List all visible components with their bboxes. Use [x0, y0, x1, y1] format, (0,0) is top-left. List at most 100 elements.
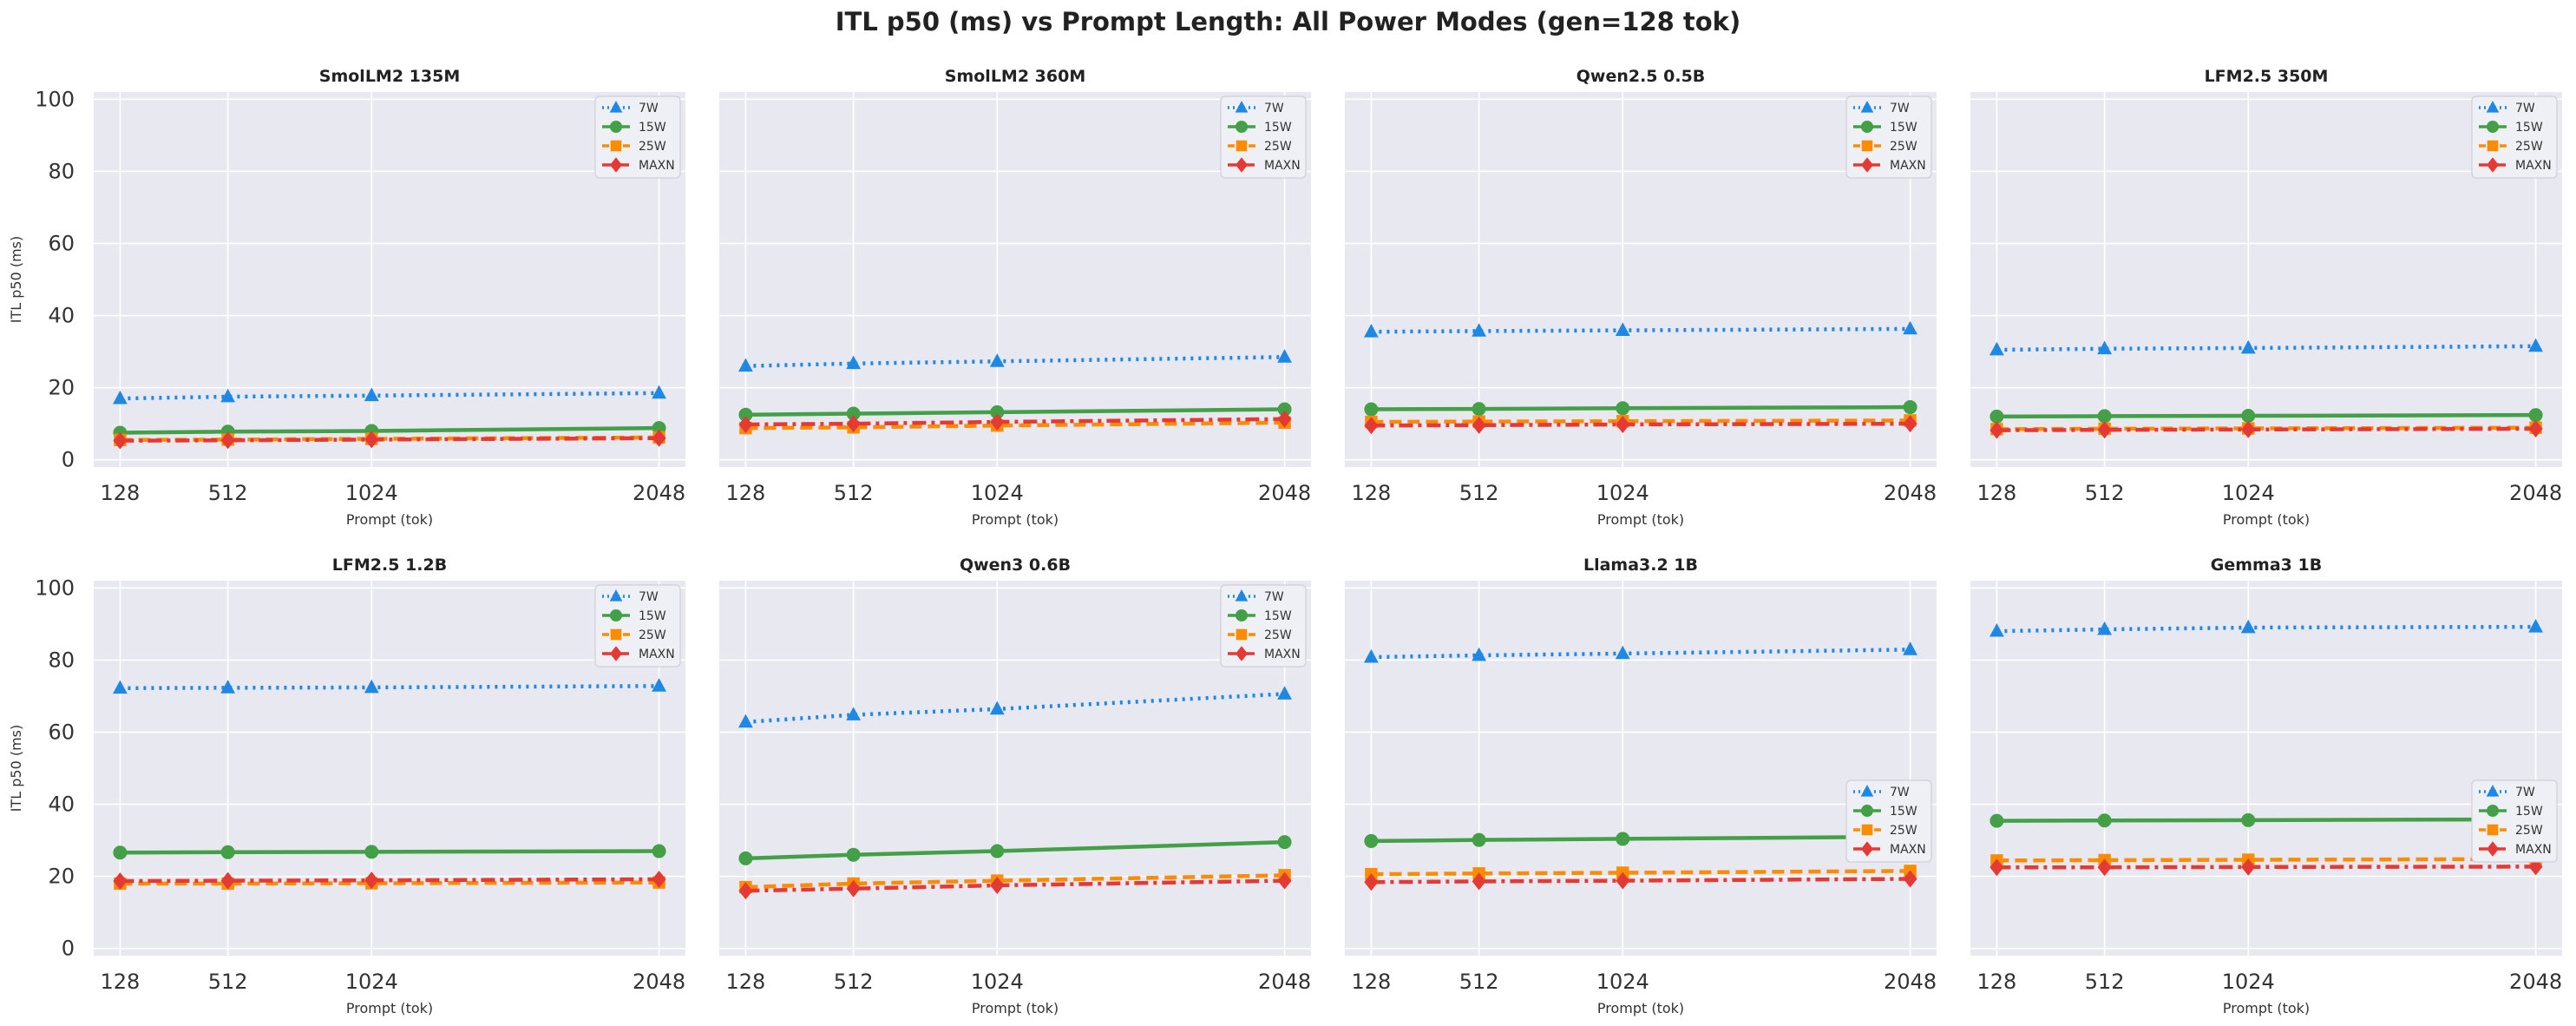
y-tick-label: 40 [48, 793, 75, 817]
series-line-maxn [1371, 421, 1911, 428]
legend-label: 25W [639, 140, 666, 154]
plot-area [94, 581, 685, 956]
legend-marker-7w [1235, 100, 1249, 113]
data-point-7w [989, 700, 1005, 715]
data-point-maxn [1364, 873, 1379, 891]
legend-label: 7W [639, 590, 659, 604]
legend-label: 7W [1264, 590, 1284, 604]
data-point-7w [1472, 647, 1487, 661]
y-tick-label: 20 [48, 865, 75, 889]
data-point-maxn [220, 871, 235, 890]
legend-box [1845, 779, 1932, 863]
subplot-title: Qwen3 0.6B [960, 556, 1071, 575]
subplot-title: LFM2.5 350M [2205, 67, 2329, 86]
data-point-7w [1989, 622, 2004, 637]
plot-area [1970, 581, 2562, 956]
legend-label: 25W [1890, 140, 1917, 154]
data-point-maxn [2097, 858, 2112, 877]
x-tick-label: 2048 [633, 970, 685, 994]
y-tick-label: 60 [48, 231, 75, 255]
x-axis-label: Prompt (tok) [972, 511, 1059, 528]
data-point-15w [220, 845, 235, 859]
legend: 7W 15W 25W MAXN [1845, 95, 1932, 179]
data-point-7w [846, 355, 862, 370]
series-line-maxn [745, 417, 1285, 427]
data-point-15w [113, 845, 128, 860]
legend-label: 25W [639, 628, 666, 642]
series-line-15w [745, 407, 1285, 418]
legend-label: 15W [2515, 805, 2543, 819]
legend: 7W 15W 25W MAXN [1220, 584, 1307, 668]
legend-marker-maxn [610, 157, 622, 173]
x-tick-label: 128 [101, 481, 141, 505]
data-point-15w [652, 844, 666, 858]
data-point-maxn [1989, 858, 2004, 877]
legend-label: MAXN [1890, 843, 1926, 857]
data-point-15w [1989, 813, 2004, 828]
data-point-maxn [113, 872, 128, 891]
data-point-maxn [652, 870, 666, 888]
legend-label: MAXN [1890, 159, 1926, 173]
data-point-15w [738, 407, 753, 422]
data-point-7w [1277, 686, 1292, 700]
data-point-7w [652, 678, 666, 692]
data-point-maxn [1616, 415, 1630, 433]
y-tick-label: 60 [48, 720, 75, 744]
data-point-7w [738, 714, 753, 728]
legend-marker-15w [1861, 121, 1873, 133]
legend-marker-25w [1236, 140, 1248, 152]
x-tick-label: 512 [1459, 481, 1499, 505]
legend-label: MAXN [639, 648, 675, 661]
series-line-7w [1996, 344, 2536, 352]
data-point-maxn [1903, 870, 1917, 888]
legend-label: 25W [1890, 824, 1917, 838]
subplot-title: SmolLM2 360M [945, 67, 1085, 86]
legend-label: 25W [1264, 628, 1292, 642]
x-tick-label: 2048 [1258, 481, 1311, 505]
x-tick-label: 512 [208, 481, 248, 505]
legend-marker-15w [1236, 121, 1248, 133]
data-point-7w [220, 388, 236, 403]
legend: 7W 15W 25W MAXN [594, 584, 681, 668]
data-point-7w [1472, 323, 1487, 337]
x-tick-label: 128 [1352, 481, 1392, 505]
data-point-15w [846, 847, 861, 862]
data-point-7w [2097, 621, 2113, 635]
legend-marker-7w [609, 589, 623, 602]
legend-label: 7W [1890, 786, 1910, 799]
data-point-15w [1472, 832, 1486, 847]
legend-label: 7W [1890, 102, 1910, 115]
legend-label: 25W [1264, 140, 1292, 154]
data-point-15w [1989, 409, 2004, 424]
legend-label: 15W [639, 609, 666, 623]
data-point-7w [846, 707, 862, 720]
x-tick-label: 128 [101, 970, 141, 994]
legend-marker-25w [610, 140, 622, 152]
data-point-15w [738, 851, 753, 865]
subplot-title: SmolLM2 135M [319, 67, 460, 86]
legend-box [2471, 95, 2558, 179]
x-tick-label: 128 [726, 970, 766, 994]
x-axis-label: Prompt (tok) [2223, 511, 2310, 528]
data-point-15w [990, 404, 1005, 419]
data-point-maxn [1472, 872, 1486, 891]
plot-area [1345, 581, 1937, 956]
legend-label: 15W [1264, 609, 1292, 623]
x-tick-label: 1024 [2222, 970, 2275, 994]
data-point-7w [364, 679, 379, 694]
data-point-maxn [1277, 871, 1292, 890]
series-line-7w [745, 692, 1285, 725]
plot-area [719, 92, 1311, 467]
data-point-maxn [364, 431, 379, 449]
subplot-3: 128 512 1024 2048 LFM2.5 350M Prompt (tok) 7W 1… [1970, 67, 2562, 528]
y-tick-label: 0 [62, 937, 75, 961]
x-tick-label: 2048 [1258, 970, 1311, 994]
data-point-15w [1277, 402, 1292, 417]
data-point-maxn [1472, 416, 1486, 434]
legend-marker-25w [1236, 628, 1248, 641]
x-tick-label: 128 [1977, 970, 2017, 994]
subplot-title: Gemma3 1B [2211, 556, 2322, 575]
legend-marker-15w [610, 121, 622, 133]
data-point-15w [364, 845, 379, 859]
